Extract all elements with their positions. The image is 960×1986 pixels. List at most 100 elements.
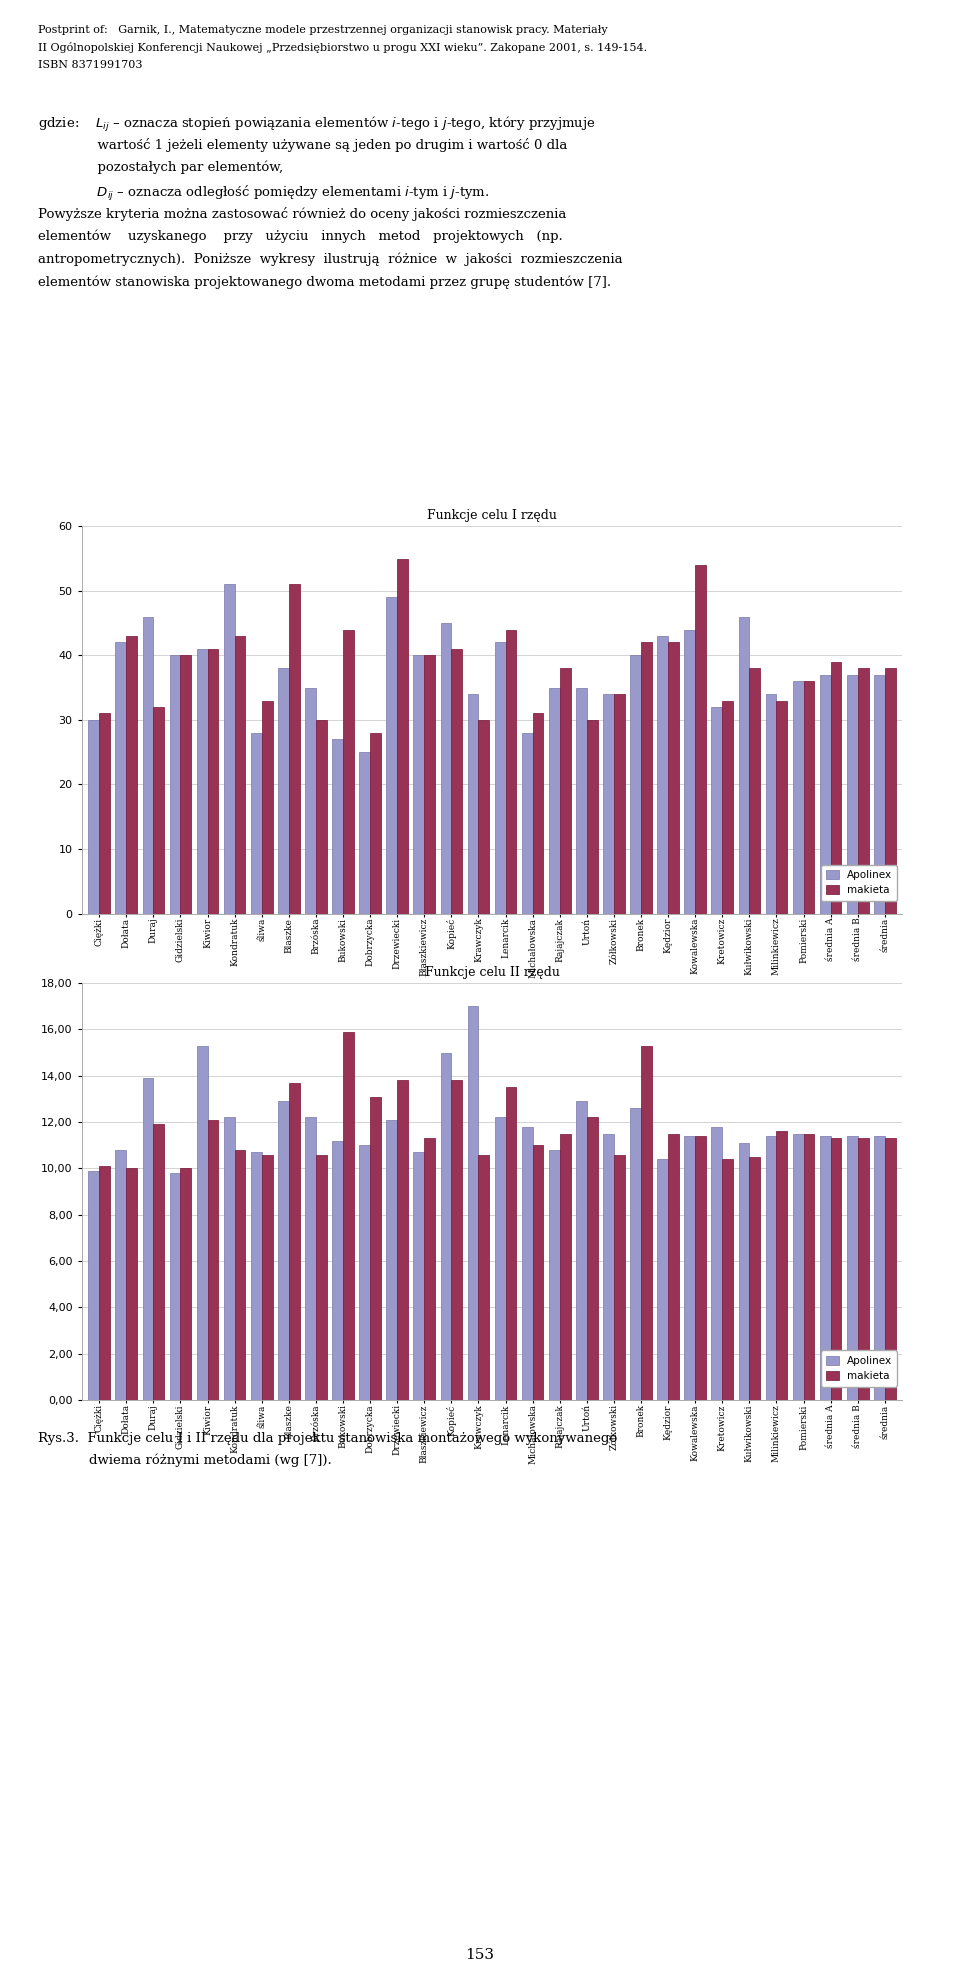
Bar [587, 1118, 598, 1400]
Bar [804, 1134, 814, 1400]
Bar [127, 1168, 137, 1400]
Bar [207, 649, 219, 914]
Bar [142, 616, 154, 914]
Bar [576, 687, 587, 914]
Bar [560, 667, 570, 914]
Bar [549, 687, 560, 914]
Bar [99, 713, 110, 914]
Bar [494, 641, 506, 914]
Text: dwiema różnymi metodami (wg [7]).: dwiema różnymi metodami (wg [7]). [38, 1454, 332, 1468]
Bar [830, 661, 842, 914]
Bar [830, 1138, 842, 1400]
Bar [207, 1120, 219, 1400]
Bar [343, 1033, 354, 1400]
Title: Funkcje celu II rzędu: Funkcje celu II rzędu [424, 965, 560, 979]
Text: II Ogólnopolskiej Konferencji Naukowej „Przedsiębiorstwo u progu XXI wieku”. Zak: II Ogólnopolskiej Konferencji Naukowej „… [38, 42, 648, 54]
Text: Rys.3.  Funkcje celu I i II rzędu dla projektu stanowiska montażowego wykonywane: Rys.3. Funkcje celu I i II rzędu dla pro… [38, 1432, 617, 1446]
Bar [603, 695, 613, 914]
Bar [397, 558, 408, 914]
Bar [441, 624, 451, 914]
Bar [820, 675, 830, 914]
Bar [451, 1080, 462, 1400]
Bar [478, 719, 490, 914]
Text: elementów    uzyskanego    przy   użyciu   innych   metod   projektowych   (np.: elementów uzyskanego przy użyciu innych … [38, 230, 564, 242]
Bar [154, 1124, 164, 1400]
Bar [451, 649, 462, 914]
Bar [332, 739, 343, 914]
Bar [494, 1118, 506, 1400]
Bar [750, 667, 760, 914]
Bar [359, 1146, 371, 1400]
Bar [251, 1152, 262, 1400]
Bar [885, 1138, 896, 1400]
Bar [305, 687, 316, 914]
Bar [88, 719, 99, 914]
Text: $D_{ij}$ – oznacza odległość pomiędzy elementami $i$-tym i $j$-tym.: $D_{ij}$ – oznacza odległość pomiędzy el… [38, 185, 490, 203]
Text: 153: 153 [466, 1948, 494, 1962]
Bar [533, 713, 543, 914]
Bar [695, 564, 706, 914]
Bar [613, 695, 625, 914]
Title: Funkcje celu I rzędu: Funkcje celu I rzędu [427, 508, 557, 522]
Legend: Apolinex, makieta: Apolinex, makieta [821, 1350, 898, 1386]
Bar [468, 1007, 478, 1400]
Bar [874, 1136, 885, 1400]
Bar [180, 1168, 191, 1400]
Bar [630, 1108, 641, 1400]
Text: ISBN 8371991703: ISBN 8371991703 [38, 60, 143, 70]
Bar [305, 1118, 316, 1400]
Bar [668, 641, 679, 914]
Bar [386, 598, 397, 914]
Bar [343, 630, 354, 914]
Bar [289, 1082, 300, 1400]
Bar [641, 641, 652, 914]
Bar [738, 616, 750, 914]
Bar [197, 649, 207, 914]
Bar [777, 1132, 787, 1400]
Bar [587, 719, 598, 914]
Bar [874, 675, 885, 914]
Bar [414, 655, 424, 914]
Bar [278, 1100, 289, 1400]
Bar [468, 695, 478, 914]
Bar [386, 1120, 397, 1400]
Legend: Apolinex, makieta: Apolinex, makieta [821, 864, 898, 900]
Bar [738, 1144, 750, 1400]
Bar [885, 667, 896, 914]
Bar [603, 1134, 613, 1400]
Bar [180, 655, 191, 914]
Bar [506, 1088, 516, 1400]
Bar [820, 1136, 830, 1400]
Bar [115, 641, 127, 914]
Text: elementów stanowiska projektowanego dwoma metodami przez grupę studentów [7].: elementów stanowiska projektowanego dwom… [38, 276, 612, 288]
Bar [424, 655, 435, 914]
Bar [722, 701, 733, 914]
Bar [234, 636, 246, 914]
Bar [441, 1053, 451, 1400]
Bar [522, 733, 533, 914]
Bar [262, 1154, 273, 1400]
Bar [641, 1045, 652, 1400]
Bar [170, 655, 180, 914]
Bar [371, 1096, 381, 1400]
Bar [397, 1080, 408, 1400]
Bar [414, 1152, 424, 1400]
Bar [777, 701, 787, 914]
Bar [766, 695, 777, 914]
Text: wartość 1 jeżeli elementy używane są jeden po drugim i wartość 0 dla: wartość 1 jeżeli elementy używane są jed… [38, 139, 567, 153]
Bar [857, 1138, 869, 1400]
Bar [711, 707, 722, 914]
Bar [804, 681, 814, 914]
Bar [750, 1156, 760, 1400]
Bar [251, 733, 262, 914]
Text: Powyższe kryteria można zastosować również do oceny jakości rozmieszczenia: Powyższe kryteria można zastosować równi… [38, 207, 566, 220]
Bar [857, 667, 869, 914]
Bar [630, 655, 641, 914]
Text: Postprint of:   Garnik, I., Matematyczne modele przestrzennej organizacji stanow: Postprint of: Garnik, I., Matematyczne m… [38, 24, 608, 36]
Bar [316, 1154, 326, 1400]
Bar [224, 584, 234, 914]
Bar [684, 630, 695, 914]
Bar [847, 1136, 857, 1400]
Text: pozostałych par elementów,: pozostałych par elementów, [38, 161, 283, 175]
Bar [793, 1134, 804, 1400]
